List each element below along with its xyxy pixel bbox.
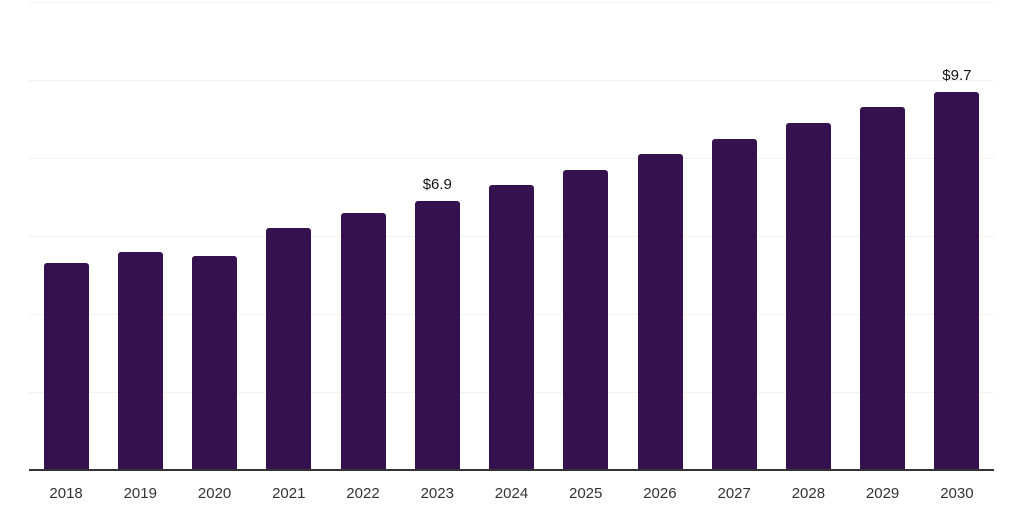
x-axis-label-2021: 2021 (272, 485, 306, 502)
bar-2019[interactable] (117, 251, 163, 470)
x-axis-label-2019: 2019 (123, 485, 157, 502)
bar-2027[interactable] (711, 138, 757, 470)
bar-2020[interactable] (192, 255, 238, 470)
x-axis-label-2027: 2027 (717, 485, 751, 502)
x-axis-label-2018: 2018 (49, 485, 83, 502)
bar-2021[interactable] (266, 228, 312, 470)
bar-2022[interactable] (340, 212, 386, 470)
bar-2018[interactable] (43, 263, 89, 470)
x-axis-label-2024: 2024 (494, 485, 529, 502)
bar-2028[interactable] (785, 122, 831, 470)
x-axis-label-2023: 2023 (420, 485, 454, 502)
bar-2024[interactable] (489, 185, 534, 470)
bar-2029[interactable] (860, 107, 906, 470)
x-axis-line (29, 469, 994, 471)
bar-2025[interactable] (563, 169, 609, 470)
bar-2026[interactable] (637, 154, 683, 470)
bar-2023[interactable] (414, 200, 460, 470)
gridline (29, 80, 994, 81)
gridline (29, 2, 994, 3)
bar-value-label-2023: $6.9 (422, 175, 452, 193)
x-axis-label-2026: 2026 (643, 485, 677, 502)
x-axis-label-2030: 2030 (940, 485, 974, 502)
bar-value-label-2030: $9.7 (942, 66, 972, 84)
x-axis-label-2020: 2020 (197, 485, 232, 502)
x-axis-label-2028: 2028 (791, 485, 826, 502)
x-axis-label-2022: 2022 (346, 485, 380, 502)
bar-2030[interactable] (934, 91, 980, 470)
gridline (29, 158, 994, 159)
x-axis-label-2029: 2029 (865, 485, 900, 502)
x-axis-label-2025: 2025 (569, 485, 603, 502)
